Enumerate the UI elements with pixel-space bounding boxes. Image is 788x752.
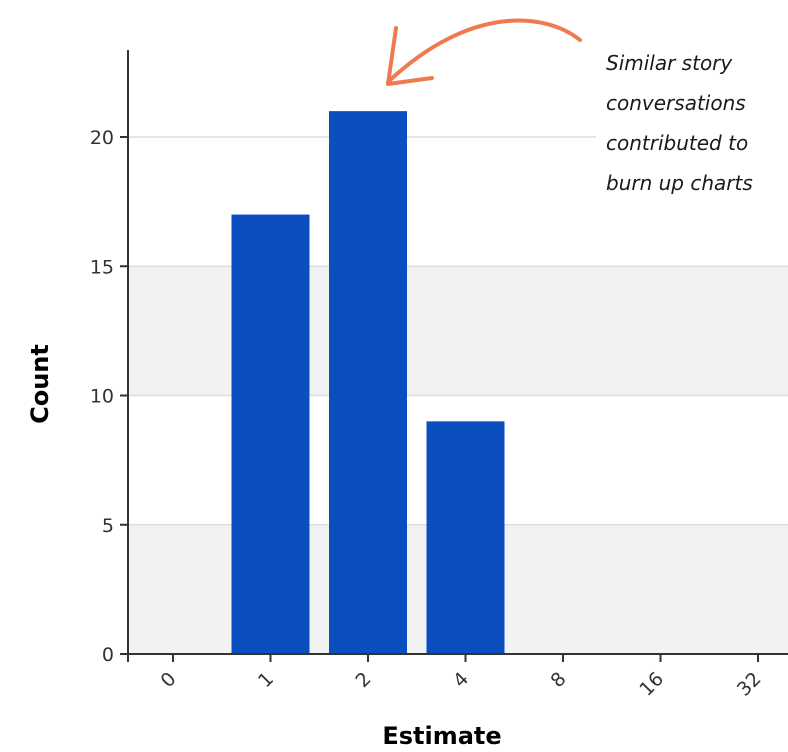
bar-2	[329, 111, 407, 654]
y-tick-label: 20	[90, 127, 114, 149]
annotation-line: burn up charts	[606, 171, 753, 195]
annotation-line: contributed to	[606, 131, 748, 155]
annotation-box	[596, 30, 788, 244]
y-tick-label: 5	[102, 515, 114, 537]
bar-4	[426, 421, 505, 654]
annotation-line: Similar story	[606, 51, 733, 75]
x-tick-label: 4	[449, 668, 473, 692]
x-tick-label: 32	[733, 668, 766, 701]
bar-1	[231, 214, 310, 655]
annotation-arrowhead	[386, 26, 434, 86]
x-tick-label: 1	[254, 668, 278, 692]
x-axis-title: Estimate	[382, 722, 501, 750]
grid-band	[128, 266, 788, 396]
y-axis-title: Count	[26, 344, 54, 424]
annotation-line: conversations	[606, 91, 746, 115]
x-ticks: 0 1 2 4 8 16 32	[156, 654, 766, 701]
y-tick-label: 0	[102, 644, 114, 666]
annotation-note: Similar story conversations contributed to…	[606, 51, 753, 195]
x-tick-label: 2	[351, 668, 375, 692]
x-tick-label: 0	[156, 668, 180, 692]
bars	[231, 111, 505, 655]
y-tick-label: 10	[90, 386, 114, 408]
x-tick-label: 8	[546, 668, 570, 692]
annotation-arrow	[386, 18, 582, 84]
y-tick-label: 15	[90, 256, 114, 278]
y-ticks: 0 5 10 15 20	[90, 127, 128, 666]
x-tick-label: 16	[635, 668, 668, 701]
